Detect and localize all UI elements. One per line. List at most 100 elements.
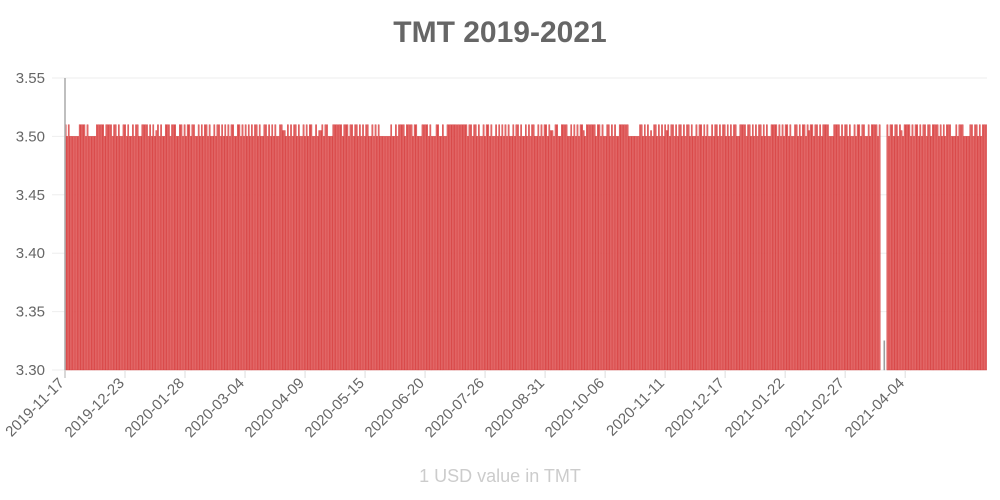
- bar[interactable]: [238, 124, 241, 371]
- bar[interactable]: [451, 124, 454, 371]
- bar[interactable]: [503, 136, 505, 371]
- bar[interactable]: [631, 136, 634, 371]
- bar[interactable]: [985, 124, 987, 371]
- bar[interactable]: [656, 136, 659, 371]
- bar[interactable]: [382, 136, 385, 371]
- bar[interactable]: [89, 136, 92, 371]
- bar[interactable]: [802, 124, 804, 371]
- bar[interactable]: [499, 136, 502, 371]
- bar[interactable]: [74, 136, 76, 371]
- bar[interactable]: [867, 124, 870, 371]
- bar[interactable]: [86, 124, 89, 371]
- bar[interactable]: [504, 124, 507, 371]
- bar[interactable]: [479, 136, 482, 371]
- bar[interactable]: [581, 124, 583, 371]
- bar[interactable]: [487, 124, 490, 371]
- bar[interactable]: [161, 136, 164, 371]
- bar[interactable]: [310, 124, 313, 371]
- bar[interactable]: [227, 124, 230, 371]
- bar[interactable]: [229, 136, 231, 371]
- bar[interactable]: [160, 124, 162, 371]
- bar[interactable]: [164, 124, 167, 371]
- bar[interactable]: [224, 124, 227, 371]
- bar[interactable]: [445, 136, 447, 371]
- bar[interactable]: [877, 136, 879, 371]
- bar[interactable]: [562, 124, 565, 371]
- bar[interactable]: [553, 136, 555, 371]
- bar[interactable]: [404, 136, 407, 371]
- bar[interactable]: [305, 124, 308, 371]
- bar[interactable]: [892, 136, 895, 371]
- bar[interactable]: [711, 124, 713, 371]
- bar[interactable]: [614, 124, 616, 371]
- bar[interactable]: [786, 124, 789, 371]
- bar[interactable]: [523, 136, 526, 371]
- bar[interactable]: [96, 124, 98, 371]
- bar[interactable]: [506, 136, 508, 371]
- bar[interactable]: [496, 136, 499, 371]
- bar[interactable]: [834, 124, 837, 371]
- bar[interactable]: [179, 124, 181, 371]
- bar[interactable]: [449, 124, 452, 371]
- bar[interactable]: [484, 136, 486, 371]
- bar[interactable]: [817, 136, 820, 371]
- bar[interactable]: [222, 136, 225, 371]
- bar[interactable]: [454, 124, 457, 371]
- bar[interactable]: [654, 124, 657, 371]
- bar[interactable]: [114, 124, 117, 371]
- bar[interactable]: [642, 136, 645, 371]
- bar[interactable]: [246, 136, 248, 371]
- bar[interactable]: [459, 124, 461, 371]
- bar[interactable]: [751, 124, 754, 371]
- bar[interactable]: [453, 124, 455, 371]
- bar[interactable]: [800, 136, 803, 371]
- bar[interactable]: [692, 136, 695, 371]
- bar[interactable]: [953, 136, 956, 371]
- bar[interactable]: [269, 136, 272, 371]
- bar[interactable]: [481, 136, 483, 371]
- bar[interactable]: [412, 136, 414, 371]
- bar[interactable]: [92, 136, 95, 371]
- bar[interactable]: [650, 130, 652, 371]
- bar[interactable]: [659, 136, 662, 371]
- bar[interactable]: [571, 136, 574, 371]
- bar[interactable]: [298, 124, 300, 371]
- bar[interactable]: [770, 124, 773, 371]
- bar[interactable]: [398, 124, 400, 371]
- bar[interactable]: [415, 124, 418, 371]
- bar[interactable]: [701, 136, 704, 371]
- bar[interactable]: [822, 124, 825, 371]
- bar[interactable]: [393, 136, 396, 371]
- bar[interactable]: [518, 136, 521, 371]
- bar[interactable]: [535, 136, 538, 371]
- bar[interactable]: [470, 124, 472, 371]
- bar[interactable]: [567, 136, 569, 371]
- bar[interactable]: [421, 124, 424, 371]
- bar[interactable]: [972, 136, 975, 371]
- bar[interactable]: [662, 136, 665, 371]
- bar[interactable]: [406, 124, 408, 371]
- bar[interactable]: [833, 124, 836, 371]
- bar[interactable]: [554, 124, 557, 371]
- bar[interactable]: [623, 124, 626, 371]
- bar[interactable]: [556, 124, 558, 371]
- bar[interactable]: [643, 124, 646, 371]
- bar[interactable]: [849, 124, 851, 371]
- bar[interactable]: [448, 124, 450, 371]
- bar[interactable]: [687, 124, 690, 371]
- bar[interactable]: [482, 124, 485, 371]
- bar[interactable]: [128, 136, 131, 371]
- bar[interactable]: [446, 124, 449, 371]
- bar[interactable]: [207, 136, 209, 371]
- bar[interactable]: [144, 124, 147, 371]
- bar[interactable]: [219, 136, 222, 371]
- bar[interactable]: [615, 136, 618, 371]
- bar[interactable]: [399, 124, 402, 371]
- bar[interactable]: [185, 136, 187, 371]
- bar[interactable]: [108, 124, 111, 371]
- bar[interactable]: [343, 124, 346, 371]
- bar[interactable]: [271, 124, 274, 371]
- bar[interactable]: [67, 124, 70, 371]
- bar[interactable]: [182, 136, 184, 371]
- bar[interactable]: [939, 124, 942, 371]
